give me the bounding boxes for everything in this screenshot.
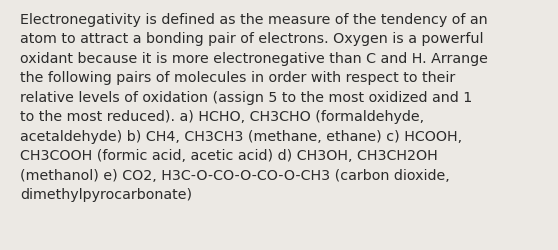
Text: Electronegativity is defined as the measure of the tendency of an
atom to attrac: Electronegativity is defined as the meas… <box>20 13 488 202</box>
